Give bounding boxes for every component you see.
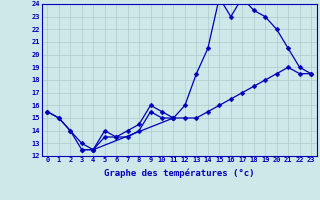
X-axis label: Graphe des températures (°c): Graphe des températures (°c)	[104, 169, 254, 178]
